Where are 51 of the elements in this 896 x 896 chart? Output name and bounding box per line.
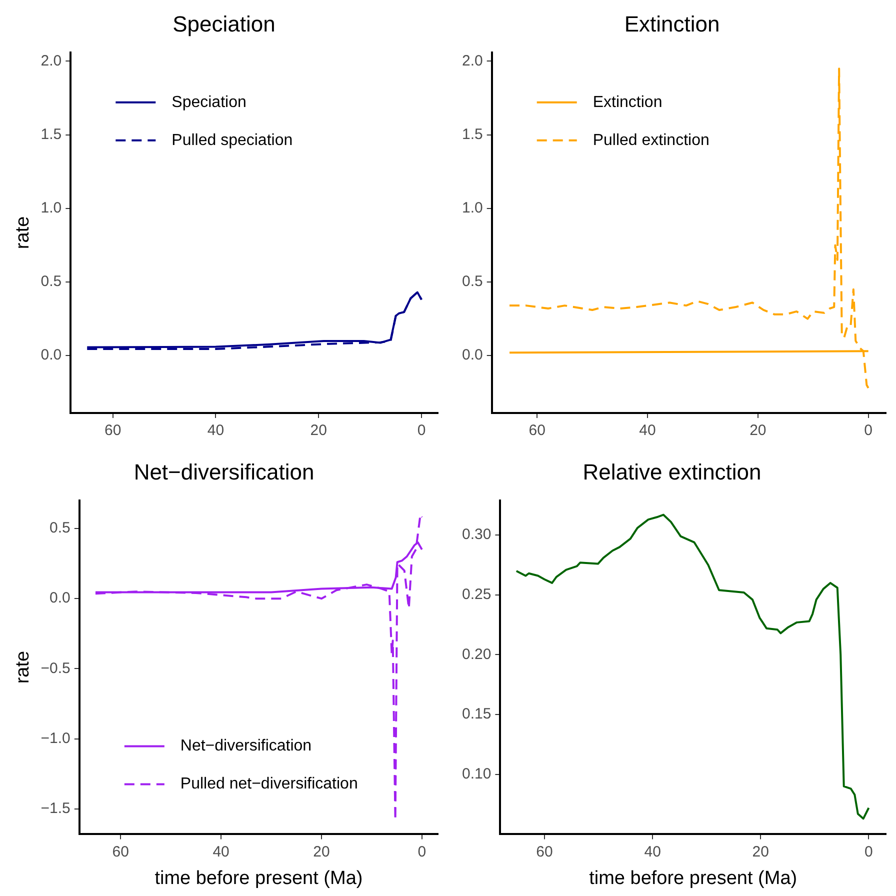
legend-label: Extinction [592,94,662,111]
y-tick-label: −1.5 [40,800,70,818]
y-tick-label: −1.0 [40,730,70,747]
x-tick-label: 40 [212,843,230,860]
chart-title: Extinction [624,11,720,36]
legend-label: Speciation [172,94,246,111]
line-series [508,68,870,389]
y-tick-label: 0.5 [40,273,62,290]
y-tick-label: 2.0 [462,52,483,70]
x-tick-label: 0 [418,843,426,860]
y-tick-label: 0.25 [462,586,492,604]
y-tick-label: 0.0 [50,590,70,607]
x-tick-label: 20 [310,422,327,440]
x-tick-label: 20 [750,422,766,440]
x-tick-label: 60 [528,422,546,440]
y-tick-label: 0.0 [462,346,483,364]
x-tick-label: 60 [112,843,129,860]
legend-label: Net−diversification [180,738,312,755]
x-tick-label: 20 [752,843,769,860]
y-tick-label: 0.10 [462,766,492,783]
legend-label: Pulled speciation [172,132,293,149]
x-tick-label: 40 [207,422,224,440]
y-tick-label: 1.5 [462,126,483,143]
y-tick-label: 0.5 [462,273,483,290]
y-tick-label: 2.0 [40,52,62,70]
y-tick-label: 1.5 [40,126,62,143]
x-tick-label: 40 [639,422,656,440]
y-tick-label: 0.0 [40,346,62,364]
x-tick-label: 20 [313,843,330,860]
x-tick-label: 60 [104,422,122,440]
y-tick-label: 1.0 [40,200,62,217]
y-tick-label: 0.30 [462,526,492,544]
y-tick-label: 1.0 [462,200,483,217]
legend-label: Pulled net−diversification [180,776,358,793]
x-tick-label: 0 [864,422,873,440]
x-tick-label: 0 [417,422,426,440]
y-axis-title: rate [12,216,34,250]
y-tick-label: 0.15 [462,706,492,723]
y-tick-label: 0.5 [50,520,70,537]
x-axis-title: time before present (Ma) [154,868,363,889]
y-tick-label: 0.20 [462,646,492,663]
chart-title: Relative extinction [582,459,762,484]
x-tick-label: 0 [864,843,873,860]
y-tick-label: −0.5 [40,660,70,677]
x-tick-label: 60 [536,843,553,860]
chart-title: Speciation [172,11,276,36]
x-axis-title: time before present (Ma) [589,868,798,889]
chart-title: Net−diversification [134,459,314,484]
legend-label: Pulled extinction [592,132,710,149]
x-tick-label: 40 [644,843,661,860]
y-axis-title: rate [12,650,34,684]
